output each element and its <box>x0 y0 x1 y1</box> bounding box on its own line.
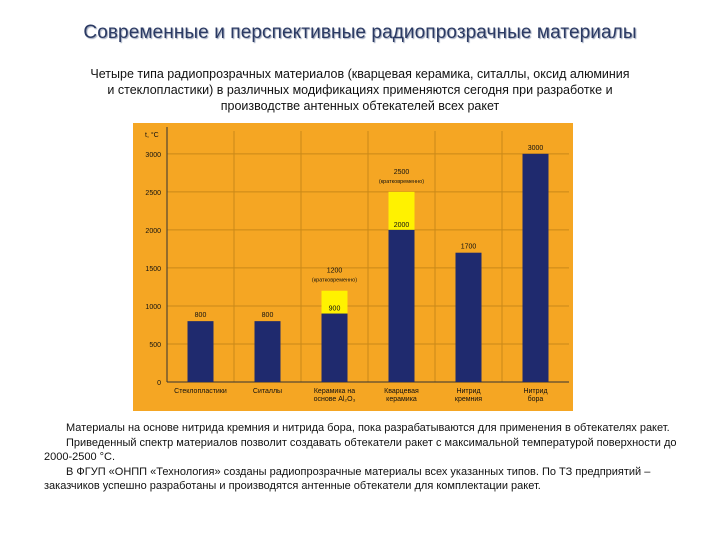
category-label: Керамика на <box>314 388 355 395</box>
bar-value-label: 800 <box>195 312 207 319</box>
y-tick-label: 1500 <box>145 266 161 273</box>
subtitle-line: производстве антенных обтекателей всех р… <box>220 99 500 113</box>
bar-value-label: 2000 <box>394 222 410 229</box>
notes-block: Материалы на основе нитрида кремния и ни… <box>44 421 684 494</box>
category-label: Нитрид <box>523 388 547 395</box>
short-term-note: (кратковременно) <box>379 179 424 185</box>
category-label: Стеклопластики <box>174 388 227 395</box>
bar-value-label: 900 <box>329 306 341 313</box>
short-term-bar-segment <box>321 290 348 314</box>
temperature-bar-chart: 0 500 1000 1500 2000 2500 3000 t, °C 800 Стеклопл… <box>133 123 573 411</box>
short-term-value-label: 2500 <box>394 169 410 176</box>
category-label: Нитрид <box>456 388 480 395</box>
bar <box>187 321 214 382</box>
bar <box>455 252 482 382</box>
category-label: керамика <box>386 396 417 403</box>
y-axis-label: t, °C <box>145 131 159 139</box>
y-tick-label: 1000 <box>145 304 161 311</box>
bar-value-label: 3000 <box>528 145 544 152</box>
bar <box>321 313 348 382</box>
short-term-bar-segment <box>388 191 415 230</box>
note-paragraph: Приведенный спектр материалов позволит с… <box>44 436 677 464</box>
y-tick-label: 500 <box>149 342 161 349</box>
note-paragraph: В ФГУП «ОНПП «Технология» созданы радиоп… <box>44 465 651 493</box>
category-label: кремния <box>455 396 482 403</box>
slide-subtitle: Четыре типа радиопрозрачных материалов (… <box>50 66 670 114</box>
category-label: основе Al₂O₃ <box>314 396 356 403</box>
y-tick-label: 2500 <box>145 190 161 197</box>
y-tick-label: 2000 <box>145 228 161 235</box>
subtitle-line: Четыре типа радиопрозрачных материалов (… <box>90 67 630 81</box>
slide-title: Современные и перспективные радиопрозрач… <box>83 22 637 43</box>
category-label: Ситаллы <box>253 388 282 395</box>
bar <box>254 321 281 382</box>
bar-value-label: 800 <box>262 312 274 319</box>
bar <box>388 229 415 382</box>
y-tick-label: 0 <box>157 380 161 387</box>
bar-value-label: 1700 <box>461 244 477 251</box>
bar <box>522 153 549 382</box>
y-tick-label: 3000 <box>145 152 161 159</box>
subtitle-line: и стеклопластики) в различных модификаци… <box>107 83 613 97</box>
short-term-note: (кратковременно) <box>312 278 357 284</box>
chart-canvas: 0 500 1000 1500 2000 2500 3000 t, °C 800 Стеклопл… <box>133 123 573 411</box>
short-term-value-label: 1200 <box>327 268 343 275</box>
note-paragraph: Материалы на основе нитрида кремния и ни… <box>66 422 670 434</box>
category-label: Кварцевая <box>384 388 419 395</box>
category-label: бора <box>528 395 544 403</box>
